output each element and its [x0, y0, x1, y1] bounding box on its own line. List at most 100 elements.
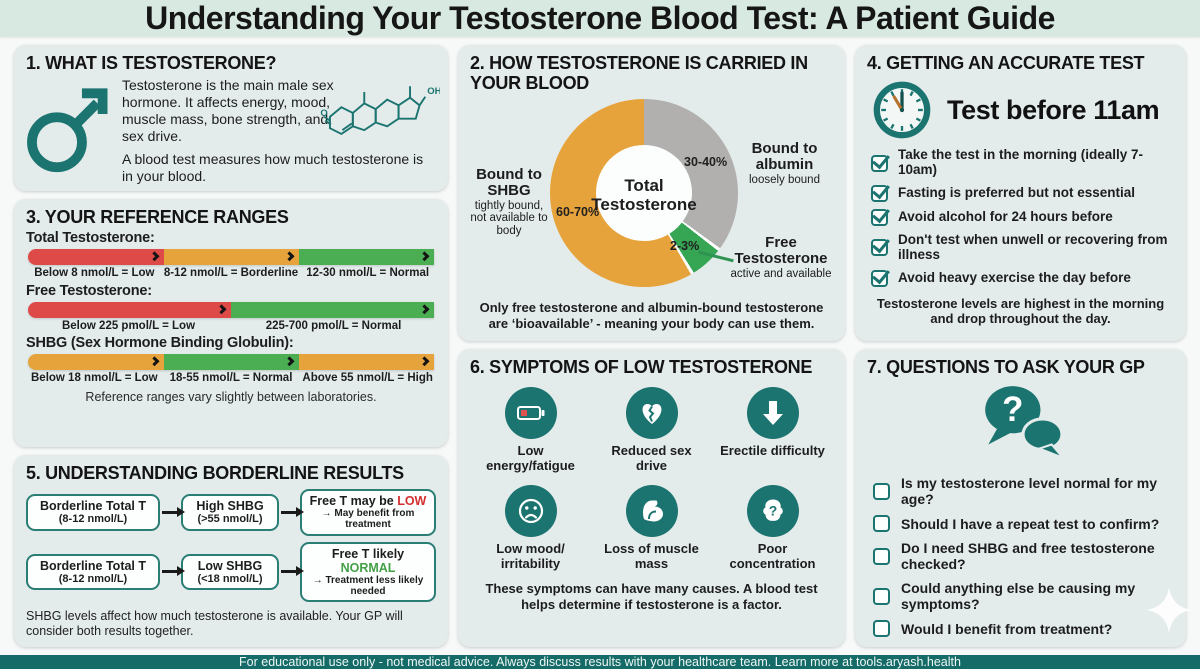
status-low: LOW — [397, 494, 427, 509]
panel-accurate-test: 4. GETTING AN ACCURATE TEST — [855, 45, 1186, 341]
symptom-item: ? Poor concentration — [712, 485, 833, 571]
down-arrow-icon — [746, 387, 799, 440]
range-bar-total — [28, 249, 434, 266]
chevron-right-icon — [284, 251, 295, 262]
flow-arrow-icon — [281, 506, 304, 517]
range-bar-free — [28, 301, 434, 318]
chevron-right-icon — [419, 304, 430, 315]
empty-checkbox-icon[interactable] — [873, 515, 890, 533]
chevron-right-icon — [149, 356, 160, 367]
flow-box-result: Free T may be LOW → May benefit from tre… — [300, 489, 436, 536]
range-legend: 8-12 nmol/L = Borderline — [163, 267, 299, 280]
panel3-heading: 3. YOUR REFERENCE RANGES — [26, 207, 289, 227]
slice-label-albumin: Bound to albumin loosely bound — [749, 140, 820, 186]
footer-disclaimer: For educational use only - not medical a… — [239, 654, 961, 669]
range-bar-shbg — [28, 354, 434, 371]
svg-text:?: ? — [1002, 391, 1023, 429]
range-shbg: SHBG (Sex Hormone Binding Globulin): Bel… — [26, 335, 436, 385]
panel-borderline-results: 5. UNDERSTANDING BORDERLINE RESULTS Bord… — [14, 455, 448, 647]
checklist-item: Avoid alcohol for 24 hours before — [871, 208, 1174, 226]
panel1-paragraph-1: Testosterone is the main male sex hormon… — [122, 77, 334, 144]
checklist-item: Avoid heavy exercise the day before — [871, 269, 1174, 287]
testosterone-molecule-icon: OH O — [320, 86, 440, 136]
slice-label-free: Free Testosterone active and available — [730, 234, 832, 280]
chevron-right-icon — [149, 251, 160, 262]
checked-checkbox-icon[interactable] — [871, 208, 888, 226]
question-bubbles-icon: ? — [984, 386, 1064, 459]
panel6-heading: 6. SYMPTOMS OF LOW TESTOSTERONE — [470, 357, 813, 377]
panel4-note: Testosterone levels are highest in the m… — [876, 295, 1165, 327]
chevron-right-icon — [284, 356, 295, 367]
question-item: Should I have a repeat test to confirm? — [873, 515, 1174, 533]
range-legend: 12-30 nmol/L = Normal — [306, 267, 430, 280]
flow-arrow-icon — [162, 566, 185, 577]
checklist-item: Take the test in the morning (ideally 7-… — [871, 147, 1174, 178]
question-item: Would I benefit from treatment? — [873, 620, 1174, 638]
range-legend: Below 225 pmol/L = Low — [61, 319, 196, 332]
panel-symptoms: 6. SYMPTOMS OF LOW TESTOSTERONE Low ener… — [458, 349, 845, 647]
male-symbol-icon — [27, 88, 108, 173]
empty-checkbox-icon[interactable] — [873, 587, 890, 605]
range-label: SHBG (Sex Hormone Binding Globulin): — [26, 335, 294, 352]
panel-what-is-testosterone: 1. WHAT IS TESTOSTERONE? Testosterone is… — [14, 45, 448, 191]
sparkle-icon — [1146, 586, 1192, 633]
page-title: Understanding Your Testosterone Blood Te… — [145, 0, 1055, 36]
range-total-testosterone: Total Testosterone: Below 8 nmol/L = Low… — [26, 230, 436, 280]
test-before-11am-label: Test before 11am — [947, 94, 1160, 125]
slice-value-shbg: 60-70% — [556, 205, 600, 220]
borderline-flow-row: Borderline Total T (8-12 nmol/L) Low SHB… — [26, 541, 436, 602]
panel-reference-ranges: 3. YOUR REFERENCE RANGES Total Testoster… — [14, 199, 448, 447]
range-label: Total Testosterone: — [26, 230, 155, 247]
flow-box-result: Free T likely NORMAL → Treatment less li… — [300, 541, 436, 602]
clock-icon — [873, 81, 931, 139]
donut-center-label: Total Testosterone — [591, 176, 697, 214]
symptom-item: Loss of muscle mass — [591, 485, 712, 571]
slice-value-free: 2-3% — [670, 239, 700, 254]
panel7-heading: 7. QUESTIONS TO ASK YOUR GP — [867, 357, 1145, 377]
checklist-item: Don't test when unwell or recovering fro… — [871, 232, 1174, 263]
slice-label-shbg: Bound to SHBG tightly bound, not availab… — [470, 166, 548, 238]
checked-checkbox-icon[interactable] — [871, 154, 888, 172]
panel4-heading: 4. GETTING AN ACCURATE TEST — [867, 53, 1145, 73]
panel-questions-gp: 7. QUESTIONS TO ASK YOUR GP ? Is my test… — [855, 349, 1192, 647]
empty-checkbox-icon[interactable] — [873, 482, 890, 500]
brain-question-icon: ? — [746, 485, 799, 538]
flow-box-cause: Borderline Total T (8-12 nmol/L) — [26, 494, 160, 531]
symptom-item: Low energy/fatigue — [470, 387, 591, 473]
chevron-right-icon — [419, 356, 430, 367]
symptom-item: Reduced sex drive — [591, 387, 712, 473]
panel2-heading: 2. HOW TESTOSTERONE IS CARRIED IN YOUR B… — [470, 53, 808, 94]
panel-how-carried: 2. HOW TESTOSTERONE IS CARRIED IN YOUR B… — [458, 45, 845, 341]
checked-checkbox-icon[interactable] — [871, 269, 888, 287]
question-item: Could anything else be causing my sympto… — [873, 580, 1174, 612]
slice-value-albumin: 30-40% — [684, 155, 728, 170]
borderline-flow-row: Borderline Total T (8-12 nmol/L) High SH… — [26, 489, 436, 536]
panel1-heading: 1. WHAT IS TESTOSTERONE? — [26, 53, 277, 73]
svg-text:?: ? — [768, 503, 777, 519]
chevron-right-icon — [216, 304, 227, 315]
header-band: Understanding Your Testosterone Blood Te… — [0, 0, 1200, 37]
flow-arrow-icon — [162, 506, 185, 517]
range-legend: Below 8 nmol/L = Low — [34, 267, 155, 280]
empty-checkbox-icon[interactable] — [873, 547, 890, 565]
checked-checkbox-icon[interactable] — [871, 184, 888, 202]
symptom-item: Low mood/ irritability — [470, 485, 591, 571]
range-legend: Below 18 nmol/L = Low — [31, 372, 158, 385]
flow-box-cause: Borderline Total T (8-12 nmol/L) — [26, 553, 160, 590]
battery-low-icon — [504, 387, 557, 440]
muscle-icon — [625, 485, 678, 538]
range-legend: 18-55 nmol/L = Normal — [169, 372, 293, 385]
range-legend: 225-700 pmol/L = Normal — [265, 319, 402, 332]
symptom-item: Erectile difficulty — [712, 387, 833, 473]
broken-heart-icon — [625, 387, 678, 440]
checked-checkbox-icon[interactable] — [871, 239, 888, 257]
flow-box-factor: Low SHBG (<18 nmol/L) — [181, 553, 279, 590]
svg-text:OH: OH — [427, 86, 440, 97]
checklist-item: Fasting is preferred but not essential — [871, 184, 1174, 202]
panel5-note: SHBG levels affect how much testosterone… — [26, 608, 403, 638]
empty-checkbox-icon[interactable] — [873, 620, 890, 638]
sad-face-icon — [504, 485, 557, 538]
svg-text:O: O — [320, 108, 327, 119]
flow-arrow-icon — [281, 566, 304, 577]
